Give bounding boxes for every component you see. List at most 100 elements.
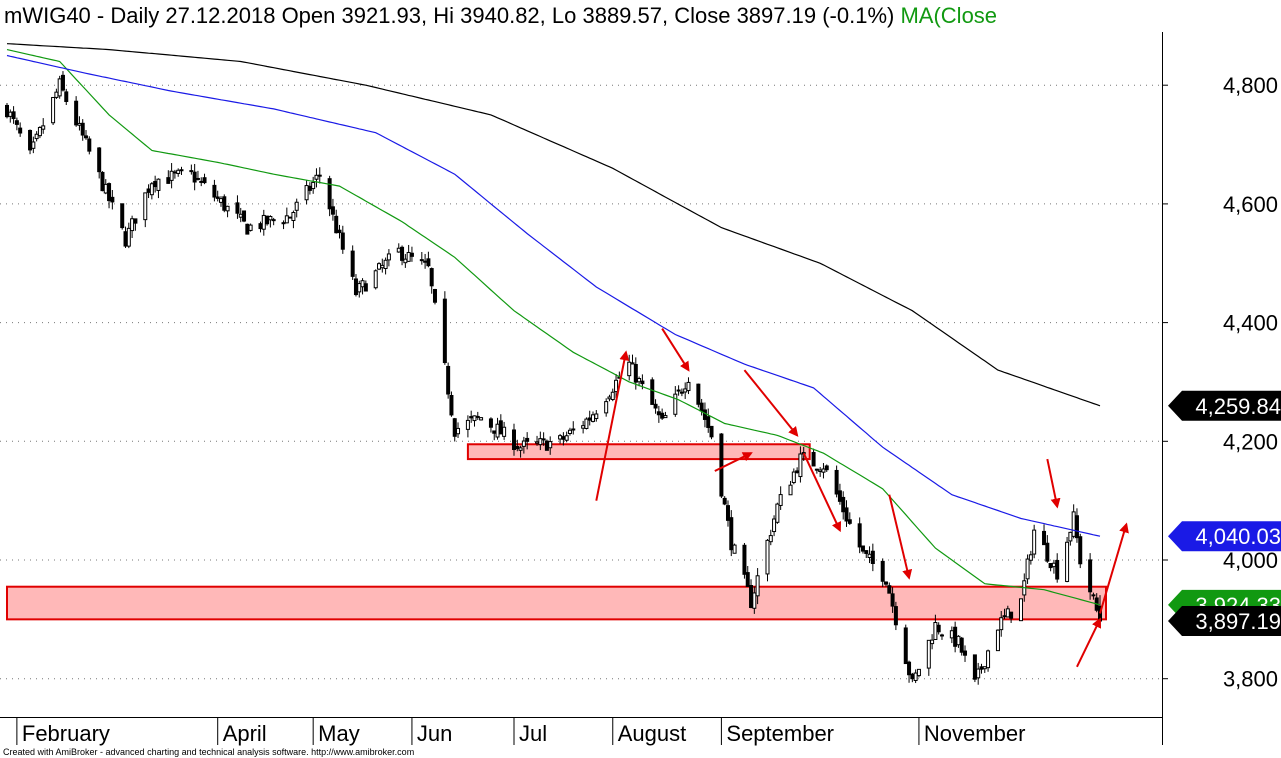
candle-body [864, 550, 869, 554]
candle-body [821, 468, 826, 473]
candle-body [1055, 559, 1060, 580]
candle-body [907, 661, 912, 676]
candle-body [179, 169, 184, 172]
candle-body [910, 673, 915, 680]
candle-body [887, 585, 892, 594]
candle-body [587, 417, 592, 421]
candle-body [742, 544, 747, 575]
candle-body [1088, 559, 1093, 593]
candle-body [5, 104, 9, 118]
candle-body [837, 490, 842, 502]
candle-body [498, 420, 503, 435]
y-tick-label: 3,800 [1223, 667, 1278, 692]
y-tick-label: 4,600 [1223, 192, 1278, 217]
candle-body [502, 426, 507, 437]
candle-body [679, 391, 684, 394]
candle-body [749, 585, 754, 608]
candle-body [337, 229, 342, 234]
candle-body [637, 378, 642, 383]
candle-body [765, 539, 770, 575]
candle-body [930, 639, 935, 645]
candle-body [811, 451, 816, 467]
candle-body [84, 135, 89, 139]
candle-body [824, 465, 829, 471]
candle-body [307, 185, 312, 191]
candle-body [54, 91, 59, 98]
candle-body [126, 227, 131, 247]
candle-body [479, 417, 484, 421]
candle-body [834, 469, 839, 495]
candle-body [884, 581, 889, 585]
candle-body [373, 270, 378, 289]
candle-body [791, 471, 796, 484]
annotation-arrow-6 [888, 494, 913, 580]
annotation-arrow-9 [1099, 522, 1129, 614]
value-tag-1 [1168, 390, 1281, 421]
annotation-arrow-4 [743, 369, 799, 437]
candle-body [676, 389, 681, 392]
candle-body [1078, 536, 1083, 565]
candle-body [640, 380, 645, 385]
candle-body [699, 402, 704, 412]
candle-body [87, 138, 92, 152]
candle-body [353, 278, 358, 296]
candle-body [11, 111, 16, 120]
candle-body [818, 469, 823, 472]
candle-body [74, 100, 79, 126]
candle-body [847, 519, 852, 524]
candle-body [284, 215, 289, 224]
candle-body [581, 425, 586, 429]
candle-body [696, 383, 701, 405]
candle-body [396, 247, 401, 253]
candle-body [199, 180, 204, 183]
candle-body [571, 428, 576, 431]
y-tick-label: 4,000 [1223, 548, 1278, 573]
candle-body [979, 666, 984, 670]
x-tick-label: November [924, 721, 1025, 746]
candle-body [110, 196, 115, 203]
candle-body [722, 497, 727, 505]
candle-body [311, 181, 316, 190]
candle-body [683, 388, 688, 393]
candle-body [890, 593, 895, 607]
candle-body [426, 258, 431, 267]
candle-body [37, 126, 42, 137]
value-tag-label: 4,259.84 [1195, 394, 1281, 419]
title-text: mWIG40 - Daily 27.12.2018 Open 3921.93, … [4, 3, 895, 28]
candle-body [663, 415, 668, 419]
candle-body [768, 535, 773, 543]
support-zone-2 [6, 585, 1107, 621]
candle-body [143, 192, 148, 221]
ma-short-line [6, 49, 1101, 606]
x-tick-label: April [223, 721, 267, 746]
candle-body [1045, 542, 1050, 562]
candle-body [1028, 554, 1033, 561]
candle-body [107, 183, 112, 202]
candle-body [1042, 530, 1047, 546]
candle-body [446, 365, 451, 395]
candle-body [77, 122, 82, 126]
candle-body [248, 224, 253, 231]
x-tick-label: Jun [417, 721, 452, 746]
candle-body [673, 393, 678, 415]
candle-body [1025, 558, 1030, 580]
candle-body [169, 170, 174, 181]
candle-body [28, 129, 33, 151]
ma-legend-label: MA(Close [900, 3, 998, 28]
candle-body [400, 246, 405, 261]
x-tick-label: February [22, 721, 110, 746]
candle-body [1074, 515, 1079, 539]
candle-body [702, 409, 707, 420]
candle-body [725, 505, 730, 521]
candle-body [798, 453, 803, 478]
value-tag-2 [1168, 521, 1281, 552]
candle-body [268, 216, 273, 221]
candle-body [650, 379, 655, 405]
x-tick-label: September [726, 721, 834, 746]
x-tick-label: Jul [519, 721, 547, 746]
candle-body [814, 468, 819, 471]
candle-body [103, 183, 108, 194]
candle-body [561, 436, 566, 440]
candle-body [607, 396, 612, 400]
candle-body [1002, 615, 1007, 618]
